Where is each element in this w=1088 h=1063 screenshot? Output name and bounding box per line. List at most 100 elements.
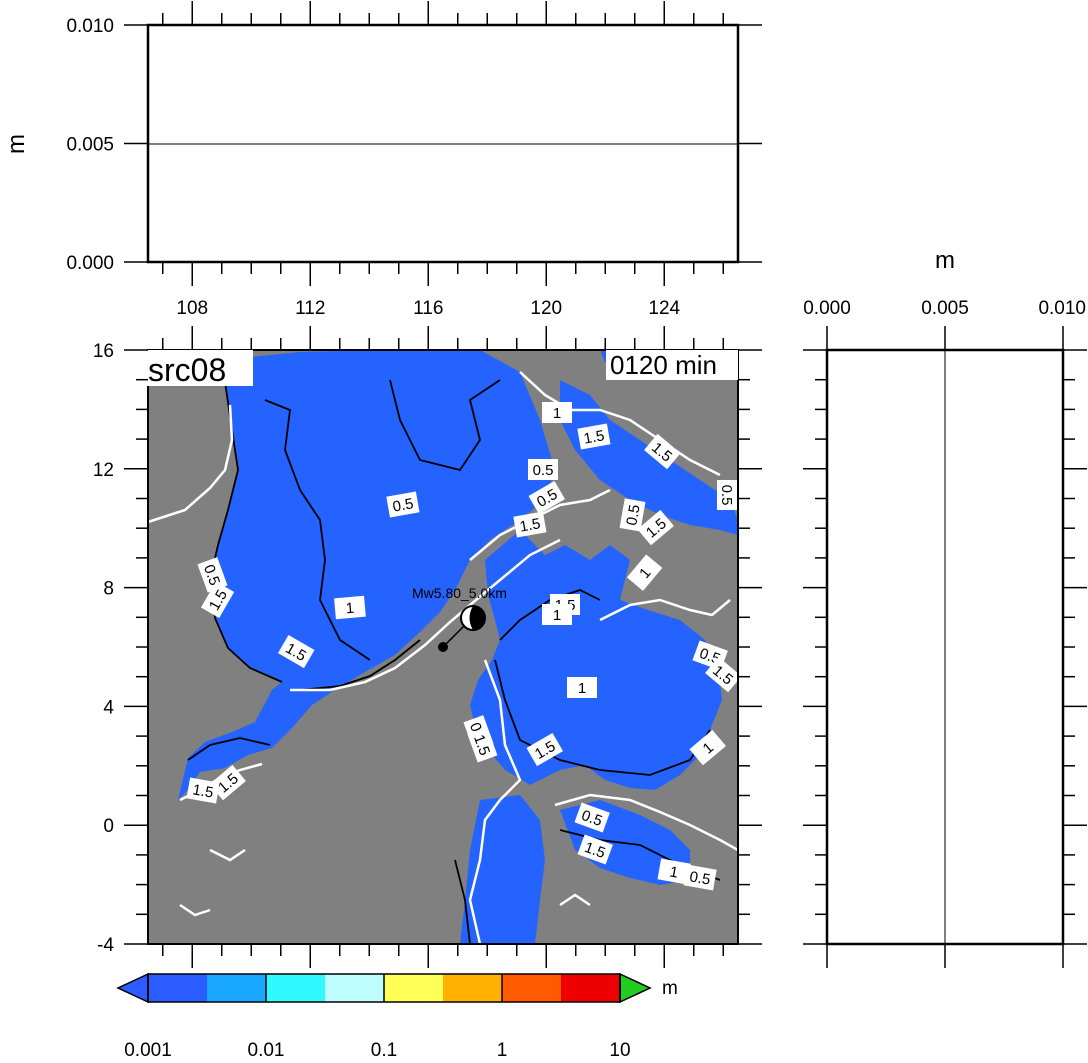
contour-label-box [528, 480, 565, 515]
epicenter-dot [438, 642, 448, 652]
top-y-tick-label: 0.005 [66, 135, 114, 156]
map-x-ticks [162, 326, 724, 968]
top-y-ticks: 0.000 0.005 0.010 [66, 16, 762, 274]
colorbar-tick-label: 0.001 [124, 1040, 172, 1061]
colorbar-unit: m [662, 978, 678, 999]
contour-label: 1.5 [186, 777, 220, 804]
contour-label-text: 0.5 [391, 495, 414, 515]
colorbar-segment [561, 974, 621, 1002]
contour-label-text: 1 [345, 600, 355, 618]
top-profile-panel: 0.000 0.005 0.010 108 112 116 120 124 m [3, 1, 762, 319]
contour-label-text: 0.5 [200, 562, 223, 587]
right-profile-panel: 0.000 0.005 0.010 m [803, 247, 1087, 968]
contour-label-text: 0.5 [688, 868, 711, 888]
coast-borneo-east [468, 659, 522, 944]
contour-label-text: 1 [668, 863, 679, 881]
contour-label: 1 [689, 729, 726, 766]
map-title-box [145, 350, 253, 386]
contour-label: 1 [334, 595, 366, 620]
contour-labels: 0.5 1 1.5 0.5 1.5 0.5 0.5 1.5 1.5 1 1 1.5 1.5 0.5 0.5 1… [186, 402, 738, 891]
contour-label-text: 0.5 [579, 807, 604, 830]
contour-label-box [542, 402, 572, 423]
coast-palawan [469, 488, 611, 561]
map-y-tick-label: 4 [103, 697, 114, 718]
contour-label-box [626, 554, 663, 591]
contour-label: 1 [542, 604, 572, 625]
map-y-tick-label: 8 [103, 579, 114, 600]
contour-label: 0.5 [683, 864, 717, 891]
map-title: src08 [148, 352, 226, 388]
colorbar-segment [148, 974, 208, 1002]
map-y-tick-label: 16 [93, 341, 114, 362]
top-y-tick-label: 0.000 [66, 253, 114, 274]
map-y-tick-label: 12 [93, 460, 114, 481]
right-x-tick-label: 0.000 [803, 298, 851, 319]
contour-celebes [494, 659, 711, 776]
contour-borneo-north [299, 639, 421, 691]
colorbar-segment [443, 974, 503, 1002]
coast-islands [179, 848, 591, 917]
right-x-tick-label: 0.005 [921, 298, 969, 319]
contour-label: 0.5 [386, 491, 420, 518]
contour-label-box [386, 491, 420, 518]
top-y-tick-label: 0.010 [66, 16, 114, 37]
colorbar: 0.001 0.01 0.1 1 10 m [116, 972, 678, 1061]
sea-region-east [470, 530, 722, 790]
top-y-axis-label: m [3, 134, 30, 154]
contour-label: 0.5 [528, 459, 558, 480]
contour-label: 0.5 [197, 557, 228, 593]
contour-label: 1.5 [577, 423, 611, 450]
coast-borneo-nw [290, 538, 561, 692]
coast-sulawesi [554, 793, 738, 852]
contour-label-text: 1 [553, 405, 561, 422]
contour-label-text: 1.5 [582, 427, 605, 447]
coast-mindanao [599, 598, 731, 622]
colorbar-tick-label: 0.01 [248, 1040, 285, 1061]
contour-label-box [637, 509, 674, 546]
colorbar-tick-label: 0.1 [371, 1040, 397, 1061]
sea-region-west [178, 350, 555, 800]
right-ticks: 0.000 0.005 0.010 [803, 298, 1087, 968]
white-contours [148, 371, 738, 944]
colorbar-segment [207, 974, 267, 1002]
contour-label-box [577, 834, 613, 865]
contour-label: 1 [542, 402, 572, 423]
right-x-axis-label: m [935, 247, 955, 274]
colorbar-under-triangle [116, 972, 149, 1004]
map-y-tick-label: 0 [103, 816, 114, 837]
colorbar-segment [266, 974, 326, 1002]
contour-label: 1.5 [577, 834, 613, 865]
time-label-box [606, 350, 738, 380]
contour-label-text: 1.5 [518, 515, 541, 535]
contour-label-box [577, 423, 611, 450]
contour-label-text: 1.5 [582, 839, 607, 862]
map-panel: Mw5.80_5.0km 0.511.50.51.50.50.51.51.511… [93, 326, 762, 968]
colorbar-tick-label: 10 [609, 1040, 630, 1061]
colorbar-ticks: 0.001 0.01 0.1 1 10 [124, 974, 631, 1061]
contour-label-text: 0.5 [533, 462, 554, 479]
top-x-tick-label: 120 [530, 298, 562, 319]
contour-label-box [209, 764, 246, 801]
colorbar-tick-label: 1 [497, 1040, 508, 1061]
contour-label: 1 [657, 858, 691, 885]
map-y-tick-label: -4 [97, 935, 114, 956]
contour-label-box [200, 581, 235, 618]
top-x-tick-label: 108 [176, 298, 208, 319]
contour-label-box [574, 802, 610, 833]
coast-indochina [148, 404, 234, 524]
contour-label: 1.5 [705, 656, 738, 693]
contour-south-strait [454, 859, 471, 944]
contour-label-text: 1.5 [191, 781, 214, 801]
map-y-ticks: 16 12 8 4 0 -4 [93, 341, 762, 956]
contour-label-box [619, 498, 646, 532]
sea-region-northeast [560, 380, 738, 535]
right-x-tick-label: 0.010 [1038, 298, 1086, 319]
contour-label-text: 1.5 [470, 732, 493, 757]
contour-label-box [689, 729, 726, 766]
epicenter-label: Mw5.80_5.0km [412, 585, 507, 601]
contour-label-box [513, 511, 547, 538]
contour-label-text: 1 [553, 607, 561, 624]
contour-label-box [567, 677, 597, 698]
top-x-tick-label: 112 [295, 298, 325, 319]
